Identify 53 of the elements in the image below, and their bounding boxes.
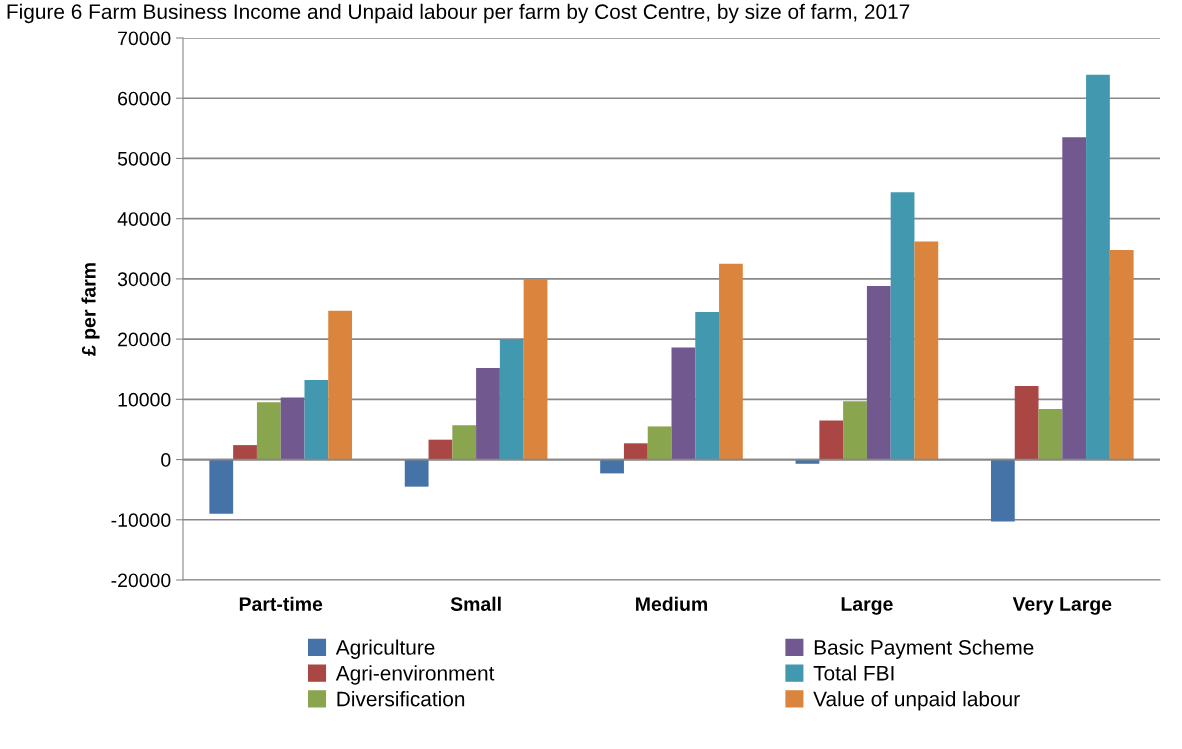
bar: [428, 439, 453, 460]
y-tick-label: 0: [161, 453, 171, 467]
bar: [990, 459, 1015, 522]
y-tick-label: 70000: [118, 31, 171, 46]
bar: [476, 368, 500, 460]
bar: [233, 445, 257, 460]
bar: [1014, 386, 1039, 460]
x-tick-label: Very Large: [1012, 597, 1112, 615]
bar: [499, 339, 524, 460]
y-axis-title: £ per farm: [81, 263, 100, 356]
bar: [795, 459, 820, 464]
bar: [1062, 137, 1087, 460]
y-tick-label: 50000: [117, 151, 171, 166]
chart-title: Figure 6 Farm Business Income and Unpaid labour per farm by Cost Centre, by size of farm, 2017: [7, 3, 910, 24]
y-tick-label: 40000: [117, 212, 171, 226]
bar: [452, 425, 477, 460]
x-tick-label: Part-time: [239, 596, 323, 611]
bar: [209, 459, 234, 514]
y-tick-label: 60000: [118, 91, 171, 106]
bar: [671, 347, 696, 460]
bar: [1109, 249, 1134, 460]
y-tick-label: -20000: [111, 573, 171, 588]
y-tick-label: 30000: [117, 272, 171, 287]
x-tick-label: Medium: [636, 596, 708, 611]
bar: [328, 310, 353, 460]
legend-label: Agri-environment: [335, 665, 495, 685]
bar: [719, 263, 743, 460]
bar: [695, 312, 720, 460]
bar: [623, 443, 648, 460]
bar: [600, 459, 624, 474]
legend-label: Agriculture: [335, 639, 435, 659]
legend-label: Basic Payment Scheme: [814, 639, 1034, 659]
bar: [280, 397, 305, 460]
bar: [843, 401, 867, 460]
bar: [523, 278, 548, 460]
y-tick-label: 10000: [118, 392, 171, 407]
bar: [890, 192, 915, 460]
bar: [404, 459, 429, 487]
bar: [819, 420, 844, 460]
bar: [304, 380, 329, 460]
bar: [1086, 74, 1110, 460]
legend-label: Total FBI: [813, 665, 894, 681]
legend-label: Diversification: [337, 691, 465, 707]
y-tick-label: 20000: [118, 332, 171, 347]
bar: [866, 286, 891, 460]
bar: [1038, 408, 1063, 460]
legend-label: Value of unpaid labour: [813, 691, 1020, 711]
bar: [647, 426, 672, 460]
y-tick-label: -10000: [111, 513, 171, 528]
bar: [256, 402, 281, 460]
x-tick-label: Small: [450, 596, 501, 611]
x-tick-label: Large: [841, 597, 893, 615]
bar: [914, 241, 939, 460]
